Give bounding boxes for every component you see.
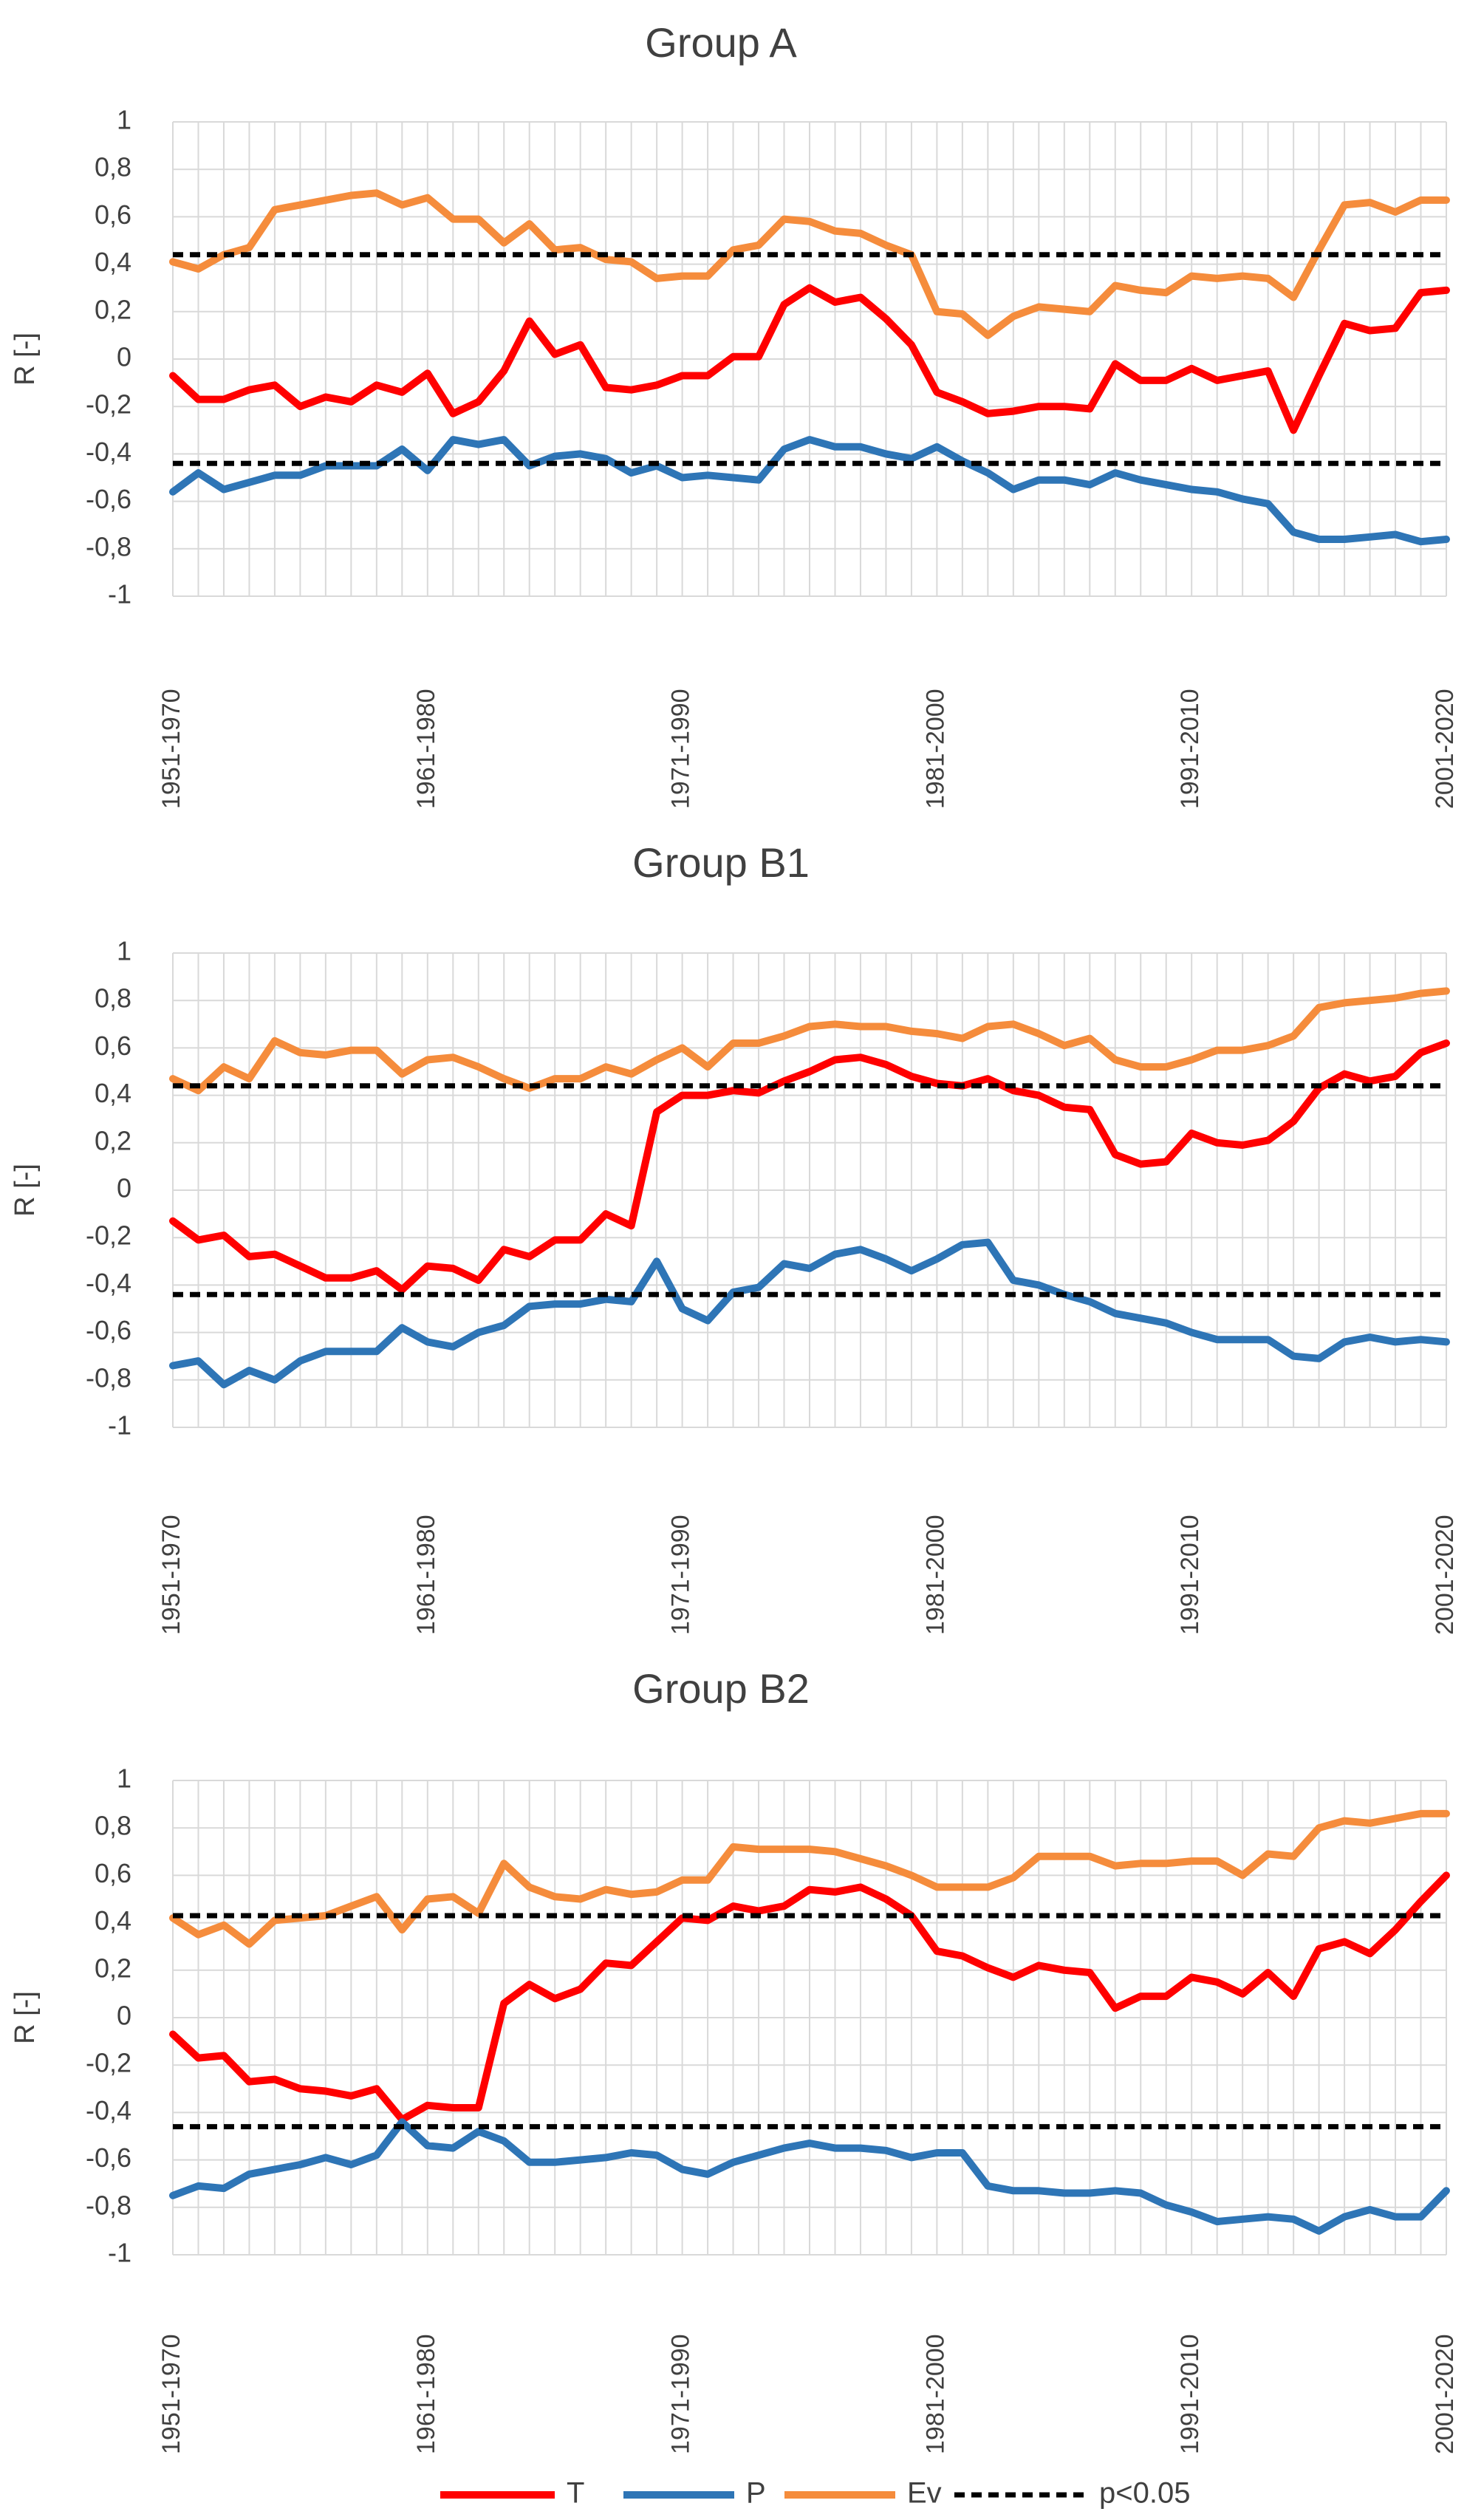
y-tick-label: -0,8 [86, 1362, 131, 1393]
legend-label-sig: p<0.05 [1099, 2477, 1190, 2510]
y-tick-label: -0,6 [86, 484, 131, 514]
chart-title: Group A [645, 19, 797, 66]
y-tick-label: -0,4 [86, 2095, 131, 2125]
series-line-Ev [169, 1809, 1450, 1948]
y-tick-label: 0,2 [95, 294, 131, 324]
y-tick-label: 0,8 [95, 1811, 131, 1841]
x-tick-label: 1961-1980 [412, 1515, 440, 1635]
series-line-P [169, 2118, 1450, 2235]
series-line-T [169, 1039, 1450, 1294]
x-tick-label: 1961-1980 [412, 2334, 440, 2454]
y-tick-label: -1 [108, 2238, 131, 2268]
chart-title: Group B2 [632, 1665, 810, 1712]
series-line-T [169, 284, 1450, 434]
y-tick-label: -0,6 [86, 2142, 131, 2173]
y-tick-label: 1 [117, 1763, 131, 1794]
series-line-T [169, 1871, 1450, 2123]
x-tick-label: 1971-1990 [667, 689, 695, 809]
chart-1: Group B1 1 0,8 0,6 0,4 0,2 0 -0,2 -0,4 -0,6 -0,8 -1… [10, 839, 1459, 1635]
y-tick-label: -1 [108, 579, 131, 609]
y-tick-label: 0,6 [95, 1031, 131, 1061]
y-tick-label: -0,2 [86, 389, 131, 420]
x-tick-label: 2001-2020 [1431, 689, 1459, 809]
y-tick-label: 0,4 [95, 247, 131, 277]
series-line-Ev [169, 987, 1450, 1095]
y-tick-label: 0,6 [95, 199, 131, 230]
x-tick-label: 1951-1970 [157, 1515, 185, 1635]
x-tick-label: 1981-2000 [921, 2334, 949, 2454]
y-tick-label: 0,4 [95, 1078, 131, 1108]
y-axis-label: R [-] [10, 332, 41, 386]
y-tick-label: 0,2 [95, 1125, 131, 1155]
x-tick-label: 1961-1980 [412, 689, 440, 809]
y-tick-label: -0,8 [86, 531, 131, 561]
y-axis-label: R [-] [10, 1164, 41, 1217]
y-tick-label: -0,8 [86, 2190, 131, 2220]
series-line-P [169, 436, 1450, 546]
y-tick-label: 0 [117, 1173, 131, 1203]
x-tick-label: 1981-2000 [921, 689, 949, 809]
y-tick-label: 1 [117, 936, 131, 966]
chart-0: Group A 1 0,8 0,6 0,4 0,2 0 -0,2 -0,4 -0,6 -0,8 -1 R… [10, 19, 1459, 809]
chart-2: Group B2 1 0,8 0,6 0,4 0,2 0 -0,2 -0,4 -0,6 -0,8 -1… [10, 1665, 1459, 2454]
x-tick-label: 1991-2010 [1176, 1515, 1204, 1635]
legend-label-T: T [567, 2477, 584, 2510]
x-tick-label: 1981-2000 [921, 1515, 949, 1635]
x-tick-label: 1971-1990 [667, 2334, 695, 2454]
y-tick-label: -0,2 [86, 2048, 131, 2078]
y-tick-label: 1 [117, 105, 131, 135]
y-axis-label: R [-] [10, 1991, 41, 2044]
y-tick-label: -0,6 [86, 1315, 131, 1345]
chart-title: Group B1 [632, 839, 810, 886]
y-tick-label: 0,8 [95, 152, 131, 182]
y-tick-label: 0,8 [95, 983, 131, 1014]
x-tick-label: 1971-1990 [667, 1515, 695, 1635]
y-tick-label: 0 [117, 2001, 131, 2031]
y-tick-label: 0,4 [95, 1905, 131, 1936]
legend-label-P: P [746, 2477, 766, 2510]
x-tick-label: 1951-1970 [157, 2334, 185, 2454]
series-line-Ev [169, 189, 1450, 339]
x-tick-label: 1991-2010 [1176, 689, 1204, 809]
y-tick-label: 0,6 [95, 1858, 131, 1888]
y-tick-label: -0,4 [86, 437, 131, 467]
y-tick-label: -1 [108, 1410, 131, 1441]
legend: T P Ev p<0.05 [440, 2477, 1190, 2510]
legend-label-Ev: Ev [907, 2477, 942, 2510]
x-tick-label: 1951-1970 [157, 689, 185, 809]
y-tick-label: 0 [117, 342, 131, 372]
series-line-P [169, 1238, 1450, 1389]
x-tick-label: 1991-2010 [1176, 2334, 1204, 2454]
y-tick-label: 0,2 [95, 1953, 131, 1983]
y-tick-label: -0,4 [86, 1268, 131, 1298]
x-tick-label: 2001-2020 [1431, 2334, 1459, 2454]
x-tick-label: 2001-2020 [1431, 1515, 1459, 1635]
y-tick-label: -0,2 [86, 1220, 131, 1251]
